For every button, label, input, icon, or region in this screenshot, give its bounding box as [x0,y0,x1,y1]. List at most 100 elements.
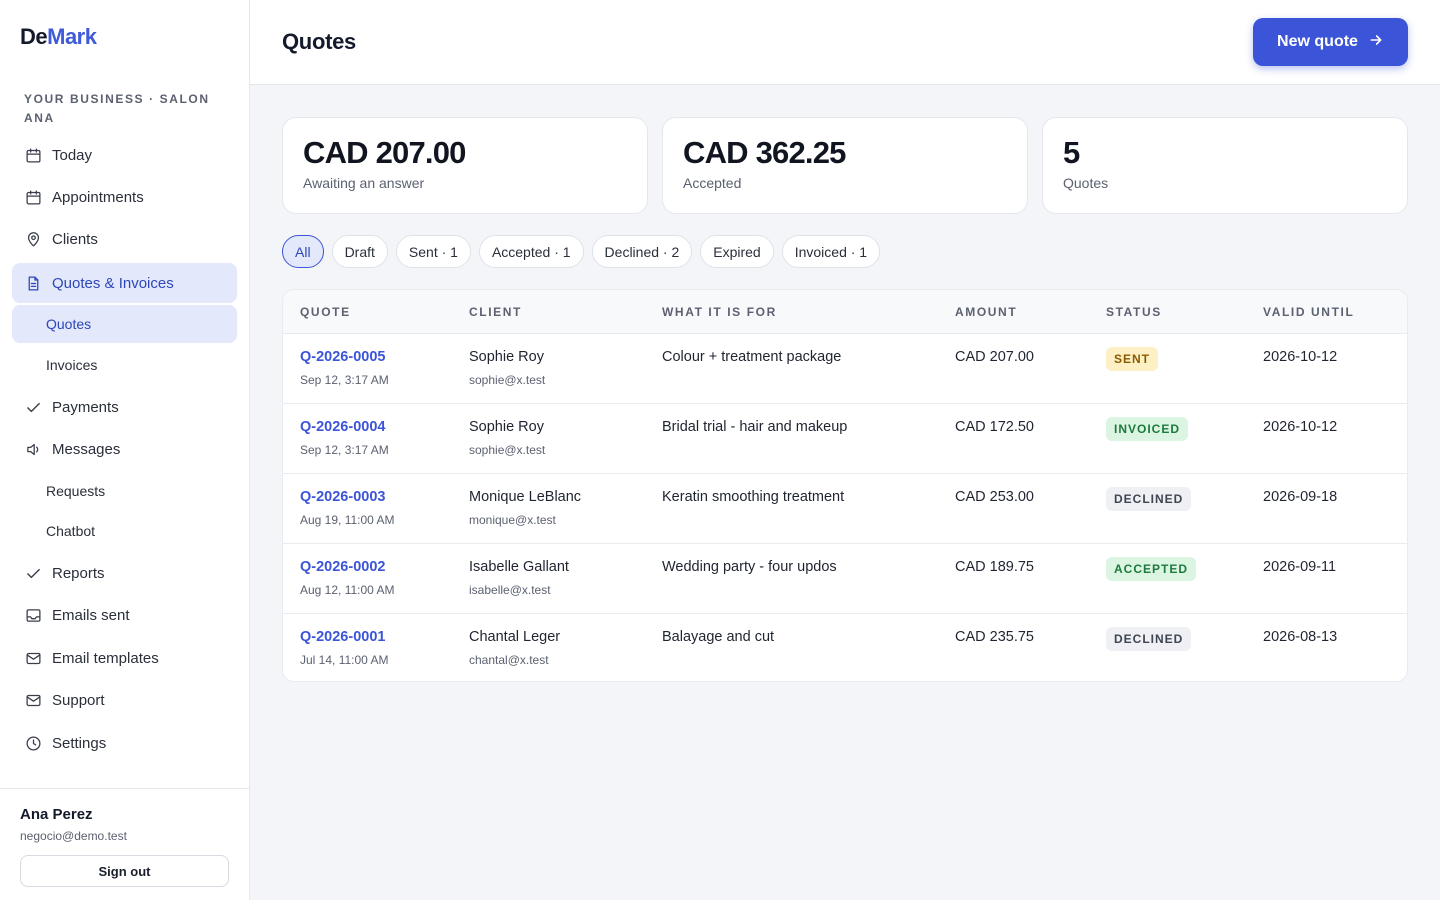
column-header-quote: QUOTE [300,305,351,319]
stat-card-quotes-count: 5 Quotes [1042,117,1408,214]
client-name: Sophie Roy [469,349,544,365]
sidebar-subitem-invoices[interactable]: Invoices [46,357,98,373]
table-row[interactable]: Q-2026-0001 Jul 14, 11:00 AM Chantal Leg… [283,614,1407,681]
quote-description: Colour + treatment package [662,349,842,365]
user-name: Ana Perez [20,806,93,823]
valid-until-date: 2026-08-13 [1263,629,1338,645]
quote-amount: CAD 207.00 [955,349,1034,365]
sidebar-item-support[interactable]: Support [12,680,237,720]
quote-id-link[interactable]: Q-2026-0002 [300,559,386,575]
quote-amount: CAD 253.00 [955,489,1034,505]
mail-icon [24,691,42,709]
brand-logo[interactable]: DeMark [20,24,97,50]
sidebar-item-label: Quotes & Invoices [52,274,174,292]
filter-chip-draft[interactable]: Draft [331,235,388,268]
sidebar-item-label: Payments [52,398,119,416]
arrow-right-icon [1368,32,1384,53]
sidebar-subitem-requests[interactable]: Requests [46,483,106,499]
filter-chip-declined[interactable]: Declined · 2 [591,235,693,268]
filter-chip-accepted[interactable]: Accepted · 1 [478,235,584,268]
status-badge: DECLINED [1106,627,1192,651]
new-quote-button[interactable]: New quote [1253,18,1408,66]
map-pin-icon [24,230,42,248]
brand-logo-part2: Mark [47,24,97,49]
quote-id-link[interactable]: Q-2026-0003 [300,489,386,505]
status-filter-bar: All Draft Sent · 1 Accepted · 1 Declined… [282,235,881,268]
stat-label: Awaiting an answer [303,175,425,191]
status-badge: ACCEPTED [1106,557,1197,581]
column-header-amount: AMOUNT [955,305,1018,319]
sidebar-item-today[interactable]: Today [12,135,237,175]
sign-out-button[interactable]: Sign out [20,855,229,887]
client-email: isabelle@x.test [469,583,551,597]
sidebar-item-quotes-invoices[interactable]: Quotes & Invoices [12,263,237,303]
column-header-what: WHAT IT IS FOR [662,305,777,319]
client-name: Sophie Roy [469,419,544,435]
sidebar-item-appointments[interactable]: Appointments [12,177,237,217]
quote-date: Aug 12, 11:00 AM [300,583,395,597]
quote-amount: CAD 172.50 [955,419,1034,435]
inbox-icon [24,606,42,624]
table-row[interactable]: Q-2026-0004 Sep 12, 3:17 AM Sophie Roy s… [283,404,1407,474]
client-email: sophie@x.test [469,373,546,387]
sidebar-item-label: Today [52,146,93,164]
table-row[interactable]: Q-2026-0005 Sep 12, 3:17 AM Sophie Roy s… [283,334,1407,404]
sidebar-item-label: Email templates [52,649,159,667]
valid-until-date: 2026-09-18 [1263,489,1338,505]
user-email: negocio@demo.test [20,829,127,843]
valid-until-date: 2026-10-12 [1263,419,1338,435]
stat-value: CAD 207.00 [303,135,466,170]
sidebar-subitem-chatbot[interactable]: Chatbot [46,523,96,539]
quote-amount: CAD 235.75 [955,629,1034,645]
quote-description: Balayage and cut [662,629,775,645]
quote-id-link[interactable]: Q-2026-0001 [300,629,386,645]
column-header-status: STATUS [1106,305,1162,319]
new-quote-label: New quote [1277,33,1358,50]
sidebar: DeMark YOUR BUSINESS · SALON ANA Today A… [0,0,250,900]
filter-chip-all[interactable]: All [282,235,324,268]
sidebar-item-label: Support [52,691,105,709]
client-name: Isabelle Gallant [469,559,569,575]
filter-chip-invoiced[interactable]: Invoiced · 1 [781,235,881,268]
client-email: monique@x.test [469,513,556,527]
client-name: Monique LeBlanc [469,489,582,505]
business-label: YOUR BUSINESS · SALON ANA [24,92,210,125]
sidebar-item-reports[interactable]: Reports [12,553,237,593]
quote-date: Jul 14, 11:00 AM [300,653,389,667]
sidebar-item-clients[interactable]: Clients [12,219,237,259]
valid-until-date: 2026-10-12 [1263,349,1338,365]
sidebar-item-payments[interactable]: Payments [12,387,237,427]
sidebar-item-label: Settings [52,734,107,752]
quote-amount: CAD 189.75 [955,559,1034,575]
sidebar-item-label: Clients [52,230,98,248]
quote-date: Sep 12, 3:17 AM [300,443,389,457]
client-name: Chantal Leger [469,629,561,645]
brand-logo-part1: De [20,24,48,49]
sidebar-item-email-templates[interactable]: Email templates [12,638,237,678]
document-icon [24,274,42,292]
sidebar-item-emails-sent[interactable]: Emails sent [12,595,237,635]
table-header: QUOTE CLIENT WHAT IT IS FOR AMOUNT STATU… [283,290,1407,334]
stat-card-awaiting: CAD 207.00 Awaiting an answer [282,117,648,214]
filter-chip-sent[interactable]: Sent · 1 [395,235,471,268]
sidebar-subitem-quotes[interactable]: Quotes [12,305,237,343]
sidebar-item-messages[interactable]: Messages [12,429,237,469]
filter-chip-expired[interactable]: Expired [700,235,774,268]
quote-description: Wedding party - four updos [662,559,837,575]
quote-id-link[interactable]: Q-2026-0005 [300,349,386,365]
sidebar-item-settings[interactable]: Settings [12,723,237,763]
column-header-client: CLIENT [469,305,522,319]
sidebar-item-label: Emails sent [52,606,130,624]
client-email: sophie@x.test [469,443,546,457]
table-row[interactable]: Q-2026-0002 Aug 12, 11:00 AM Isabelle Ga… [283,544,1407,614]
stat-label: Quotes [1063,175,1109,191]
sidebar-item-label: Appointments [52,188,144,206]
clock-icon [24,734,42,752]
column-header-valid-until: VALID UNTIL [1263,305,1355,319]
quotes-table: QUOTE CLIENT WHAT IT IS FOR AMOUNT STATU… [282,289,1408,682]
valid-until-date: 2026-09-11 [1263,559,1337,575]
table-row[interactable]: Q-2026-0003 Aug 19, 11:00 AM Monique LeB… [283,474,1407,544]
quote-id-link[interactable]: Q-2026-0004 [300,419,386,435]
status-badge: SENT [1106,347,1159,371]
quote-description: Bridal trial - hair and makeup [662,419,848,435]
